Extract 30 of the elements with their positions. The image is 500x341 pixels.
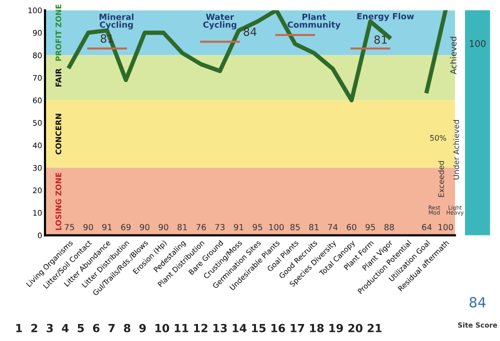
annotation: 81: [374, 35, 387, 44]
annotation: 69: [121, 224, 131, 230]
annotation: 95: [252, 224, 262, 230]
annotation: 76: [196, 224, 206, 230]
annotation: Achieved: [450, 36, 456, 74]
annotation: 88: [384, 224, 394, 230]
annotation: 64: [422, 224, 432, 230]
annotation: 91: [234, 224, 244, 230]
annotation: Mineral Cycling: [100, 14, 134, 30]
annotation: 91: [102, 224, 112, 230]
text: 1 2 3 4 5 6 7 8 9 10 11 12 13 14 15 16 17 18 19 20 21: [16, 324, 382, 332]
annotation: 81: [178, 224, 187, 230]
annotation: Plant Community: [288, 14, 340, 30]
annotation: 60: [346, 224, 356, 230]
annotation: 100: [438, 224, 453, 230]
annotation: 84: [244, 28, 256, 36]
annotation: Water Cycling: [203, 14, 236, 30]
annotation: Energy Flow: [357, 12, 414, 22]
annotation: 90: [140, 224, 150, 230]
annotation: 90: [83, 224, 94, 230]
annotation: 85: [290, 224, 300, 230]
annotation: 75: [64, 224, 74, 230]
annotation: 74: [328, 224, 338, 230]
annotation: 73: [215, 224, 225, 230]
annotation: 90: [158, 224, 168, 230]
annotation: 95: [366, 224, 375, 230]
annotation: 81: [309, 224, 318, 230]
annotation: 100: [269, 224, 284, 230]
text: 100: [470, 40, 486, 47]
text: 84: [470, 297, 486, 308]
